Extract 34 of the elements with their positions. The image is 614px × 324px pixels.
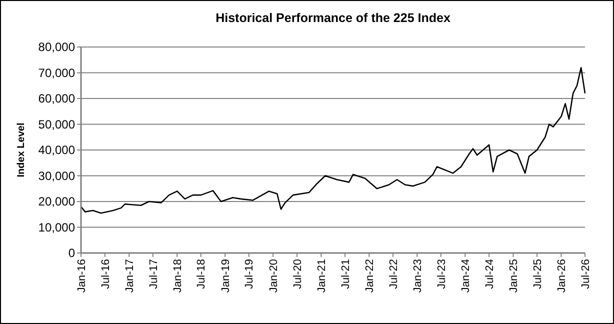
x-tick-label: Jul-21	[340, 259, 352, 289]
x-tick-label: Jul-22	[388, 259, 400, 289]
x-tick-label: Jan-19	[220, 259, 232, 293]
x-tick-label: Jul-26	[580, 259, 592, 289]
y-tick-label: 70,000	[38, 66, 76, 80]
chart-title: Historical Performance of the 225 Index	[216, 11, 450, 25]
y-tick-label: 20,000	[38, 194, 76, 209]
y-tick-label: 0	[68, 246, 76, 260]
x-tick-label: Jan-25	[508, 259, 520, 293]
x-tick-label: Jul-17	[148, 259, 160, 289]
x-tick-label: Jul-20	[292, 259, 304, 289]
x-tick-label: Jul-19	[244, 259, 256, 289]
x-tick-label: Jan-26	[556, 259, 568, 293]
x-tick-label: Jan-23	[412, 259, 424, 293]
y-tick-label: 10,000	[38, 220, 76, 234]
y-axis-title: Index Level	[16, 122, 27, 178]
y-tick-label: 30,000	[38, 168, 76, 183]
y-tick-label: 40,000	[38, 143, 76, 158]
x-tick-label: Jan-24	[460, 259, 472, 293]
x-tick-label: Jul-25	[532, 259, 544, 289]
x-tick-label: Jul-23	[436, 259, 448, 289]
y-tick-label: 60,000	[38, 92, 76, 106]
x-tick-label: Jul-18	[196, 259, 208, 289]
x-tick-label: Jan-22	[364, 259, 376, 293]
line-series	[80, 66, 586, 214]
x-tick-label: Jul-24	[484, 259, 496, 289]
x-tick-label: Jul-16	[100, 259, 112, 289]
y-tick-label: 80,000	[38, 40, 76, 54]
x-tick-label: Jan-17	[124, 259, 136, 293]
y-tick-label: 50,000	[38, 117, 76, 132]
x-tick-label: Jan-16	[76, 259, 88, 293]
x-tick-label: Jan-21	[316, 259, 328, 293]
x-tick-label: Jan-20	[268, 259, 280, 293]
x-tick-label: Jan-18	[172, 259, 184, 293]
